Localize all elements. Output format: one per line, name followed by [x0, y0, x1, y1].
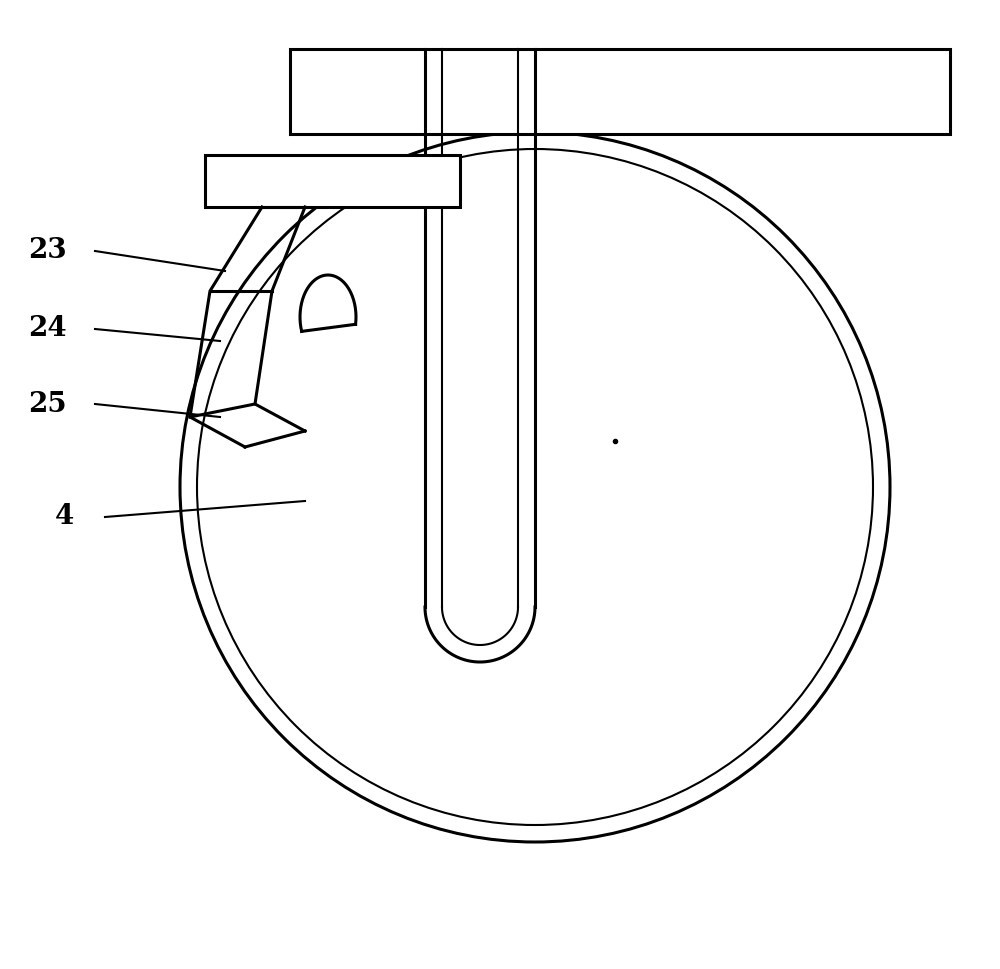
- Text: 4: 4: [55, 504, 74, 530]
- Text: 23: 23: [28, 237, 67, 265]
- Bar: [205, 155, 460, 207]
- Bar: [290, 49, 950, 134]
- Text: 24: 24: [28, 316, 67, 342]
- Text: 25: 25: [28, 391, 67, 418]
